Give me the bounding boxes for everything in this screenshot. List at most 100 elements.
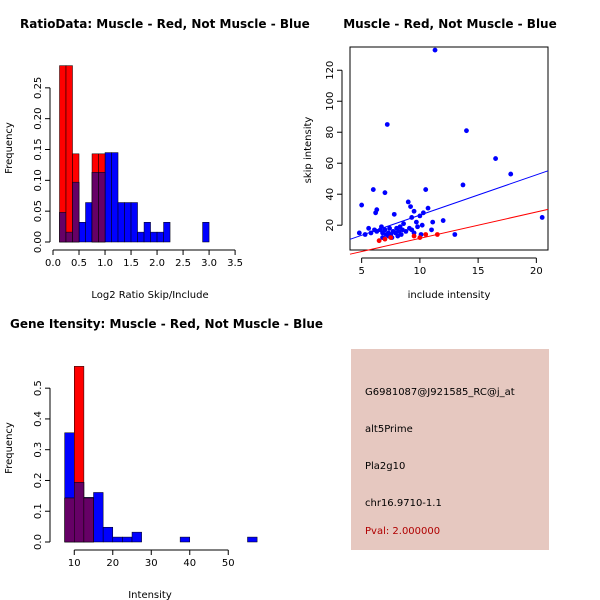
scatter-x-axis-label: include intensity (408, 290, 491, 301)
scatter-red-point (388, 235, 394, 241)
ratio-blue-bar (85, 202, 93, 243)
scatter-blue-point (405, 199, 411, 205)
scatter-red-line (349, 208, 549, 255)
scatter-blue-point (430, 219, 436, 225)
scatter-blue-point (425, 205, 431, 211)
ratio-x-tick-label: 2.0 (149, 258, 165, 269)
scatter-blue-point (370, 187, 376, 192)
scatter-y-tick-label: 40 (325, 188, 336, 201)
ratio-blue-bar (150, 231, 158, 243)
scatter-x-tick-label: 5 (358, 266, 364, 277)
scatter-blue-point (391, 211, 397, 217)
intensity-x-tick-label: 20 (106, 558, 119, 569)
intensity-histogram: Gene Itensity: Muscle - Red, Not Muscle … (4, 317, 323, 600)
scatter-blue-point (508, 171, 514, 177)
scatter-blue-point (432, 47, 438, 53)
intensity-blue-bar (112, 536, 123, 543)
intensity-y-tick-label: 0.0 (33, 534, 44, 550)
ratio-blue-bar (202, 222, 210, 243)
scatter-blue-point (493, 156, 498, 161)
scatter-blue-point (415, 224, 420, 230)
scatter-blue-point (368, 230, 374, 236)
intensity-y-axis-label: Frequency (4, 422, 15, 474)
ratio-y-tick-label: 0.10 (33, 169, 44, 191)
scatter-blue-point (429, 227, 434, 233)
scatter-blue-point (464, 128, 469, 134)
ratio-overlap-bar (98, 172, 106, 243)
ratio-blue-bar (156, 231, 164, 243)
scatter-blue-point (452, 232, 458, 237)
scatter-blue-point (539, 215, 545, 220)
intensity-blue-bar (93, 492, 104, 543)
intensity-x-tick-label: 40 (183, 558, 196, 569)
intensity-blue-bar (122, 536, 133, 543)
scatter-blue-point (440, 218, 446, 223)
ratio-y-axis-label: Frequency (4, 122, 15, 174)
scatter-x-tick-label: 20 (530, 266, 543, 277)
scatter-y-tick-label: 60 (325, 157, 336, 170)
ratio-blue-bar (143, 222, 151, 243)
ratio-blue-bar (130, 202, 138, 243)
ratio-red-bar (65, 65, 73, 243)
ratio-overlap-bar (65, 231, 73, 243)
ratio-blue-bar (78, 222, 86, 243)
scatter-blue-point (420, 210, 426, 216)
intensity-x-axis-label: Intensity (128, 590, 172, 600)
intensity-y-tick-label: 0.3 (33, 442, 44, 458)
intensity-overlap-bar (74, 482, 85, 543)
gene-info-panel: G6981087@J921585_RC@j_at alt5Prime Pla2g… (351, 349, 549, 550)
scatter-blue-point (419, 222, 425, 228)
scatter-y-tick-label: 100 (325, 92, 336, 111)
scatter-red-point (423, 232, 429, 237)
ratio-x-tick-label: 3.5 (227, 258, 243, 269)
intensity-blue-bar (247, 536, 258, 543)
scatter-blue-point (413, 219, 419, 225)
scatter-blue-point (398, 232, 404, 237)
intensity-red-bars (64, 366, 94, 543)
scatter-blue-point (403, 229, 409, 234)
intensity-overlap-bar (64, 497, 75, 543)
scatter-blue-point (384, 122, 390, 127)
ratio-blue-bar (104, 152, 112, 243)
ratio-x-tick-label: 0.5 (71, 258, 87, 269)
intensity-x-tick-label: 10 (68, 558, 81, 569)
intensity-x-tick-label: 30 (145, 558, 158, 569)
ratio-blue-bar (111, 152, 119, 243)
scatter-y-tick-label: 20 (325, 219, 336, 232)
scatter-blue-point (411, 208, 417, 214)
intensity-y-tick-label: 0.1 (33, 503, 44, 519)
scatter-axes: 5 10 15 20 20 40 60 80 100 120 (325, 61, 543, 277)
ratio-x-tick-label: 1.0 (97, 258, 113, 269)
scatter-red-point (411, 233, 417, 239)
ratio-blue-bars (59, 152, 210, 243)
ratio-x-tick-label: 1.5 (123, 258, 139, 269)
ratio-red-bars (59, 65, 106, 243)
ratio-x-tick-label: 0.0 (45, 258, 61, 269)
p-value: Pval: 2.000000 (365, 526, 441, 537)
scatter-blue-point (382, 190, 388, 196)
scatter-x-tick-label: 15 (472, 266, 485, 277)
ratio-blue-bar (124, 202, 132, 243)
scatter-points (356, 47, 545, 244)
intensity-blue-bar (179, 536, 191, 543)
intensity-chart-title: Gene Itensity: Muscle - Red, Not Muscle … (10, 317, 323, 331)
ratio-histogram: RatioData: Muscle - Red, Not Muscle - Bl… (4, 17, 310, 301)
scatter-blue-point (408, 204, 413, 210)
scatter-chart-title: Muscle - Red, Not Muscle - Blue (343, 17, 557, 31)
ratio-overlap-bar (59, 212, 67, 243)
scatter-red-point (376, 238, 382, 244)
intensity-blue-bar (102, 526, 114, 543)
scatter-blue-point (366, 225, 372, 231)
scatter-blue-point (387, 225, 392, 231)
ratio-chart-title: RatioData: Muscle - Red, Not Muscle - Bl… (20, 17, 310, 31)
scatter-y-axis-label: skip intensity (303, 117, 314, 184)
intensity-axes: 10 20 30 40 50 0.0 0.1 0.2 0.3 0.4 0.5 (33, 380, 235, 569)
scatter-blue-point (362, 232, 368, 237)
ratio-blue-bar (137, 231, 145, 243)
ratio-axes: 0.0 0.5 1.0 1.5 2.0 2.5 3.0 3.5 0.00 0.05 0.10 0.15… (33, 77, 243, 269)
scatter-blue-point (423, 187, 429, 192)
probe-id: G6981087@J921585_RC@j_at (365, 387, 515, 398)
scatter-y-tick-label: 120 (325, 61, 336, 80)
intensity-y-tick-label: 0.4 (33, 411, 44, 427)
